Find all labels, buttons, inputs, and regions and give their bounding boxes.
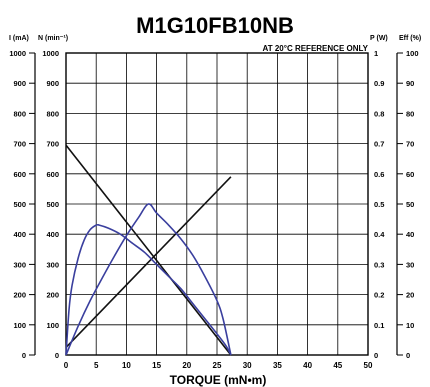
chart-title: M1G10FB10NB	[136, 13, 294, 38]
reference-note: AT 20°C REFERENCE ONLY	[263, 44, 369, 53]
efficiency-tick-label: 100	[406, 49, 419, 58]
power-tick-label: 1	[374, 49, 378, 58]
power-tick-label: 0.5	[374, 200, 384, 209]
efficiency-tick-label: 0	[406, 351, 410, 360]
left-axis-label-current: I (mA)	[9, 35, 29, 42]
x-tick-label: 50	[364, 361, 373, 370]
speed-tick-label: 300	[46, 260, 59, 269]
current-tick-label: 900	[13, 79, 26, 88]
power-tick-label: 0.6	[374, 170, 384, 179]
x-axis-label: TORQUE (mN•m)	[170, 373, 267, 387]
power-tick-label: 0.1	[374, 321, 384, 330]
current-tick-label: 600	[13, 170, 26, 179]
current-tick-label: 200	[13, 291, 26, 300]
power-tick-label: 0.4	[374, 230, 385, 239]
efficiency-tick-label: 30	[406, 260, 414, 269]
series-group	[65, 144, 232, 356]
speed-curve	[65, 144, 232, 356]
x-tick-label: 5	[94, 361, 99, 370]
power-tick-label: 0.9	[374, 79, 384, 88]
x-tick-label: 40	[303, 361, 312, 370]
x-tick-label: 10	[122, 361, 131, 370]
x-tick-label: 0	[64, 361, 69, 370]
speed-tick-label: 200	[46, 291, 59, 300]
x-tick-label: 15	[152, 361, 161, 370]
x-tick-label: 20	[182, 361, 191, 370]
x-tick-label: 45	[333, 361, 342, 370]
current-tick-label: 500	[13, 200, 26, 209]
power-tick-label: 0	[374, 351, 378, 360]
current-tick-label: 300	[13, 260, 26, 269]
speed-tick-label: 800	[46, 109, 59, 118]
efficiency-tick-label: 60	[406, 170, 414, 179]
efficiency-tick-label: 70	[406, 140, 414, 149]
plot-frame	[65, 52, 369, 356]
speed-tick-label: 0	[55, 351, 59, 360]
efficiency-tick-label: 20	[406, 291, 414, 300]
efficiency-tick-label: 90	[406, 79, 414, 88]
power-tick-label: 0.2	[374, 291, 384, 300]
current-tick-label: 100	[13, 321, 26, 330]
x-tick-label: 30	[243, 361, 252, 370]
power-tick-label: 0.8	[374, 109, 384, 118]
speed-tick-label: 600	[46, 170, 59, 179]
power-tick-label: 0.7	[374, 140, 384, 149]
speed-tick-label: 100	[46, 321, 59, 330]
efficiency-tick-label: 10	[406, 321, 414, 330]
right-axis-label-power: P (W)	[370, 35, 388, 42]
power-curve	[65, 203, 232, 356]
right-axis-label-efficiency: Eff (%)	[399, 35, 421, 42]
efficiency-tick-label: 40	[406, 230, 414, 239]
current-tick-label: 700	[13, 140, 26, 149]
current-tick-label: 800	[13, 109, 26, 118]
left-axis-label-speed: N (min⁻¹)	[38, 35, 68, 42]
x-tick-label: 35	[273, 361, 282, 370]
efficiency-tick-label: 80	[406, 109, 414, 118]
current-tick-label: 400	[13, 230, 26, 239]
efficiency-curve	[65, 223, 232, 356]
speed-tick-label: 700	[46, 140, 59, 149]
current-tick-label: 1000	[9, 49, 26, 58]
x-tick-label: 25	[213, 361, 222, 370]
speed-tick-label: 500	[46, 200, 59, 209]
power-tick-label: 0.3	[374, 260, 384, 269]
current-tick-label: 0	[22, 351, 26, 360]
efficiency-tick-label: 50	[406, 200, 414, 209]
speed-tick-label: 400	[46, 230, 59, 239]
speed-tick-label: 1000	[42, 49, 59, 58]
speed-tick-label: 900	[46, 79, 59, 88]
current-curve	[65, 176, 232, 349]
